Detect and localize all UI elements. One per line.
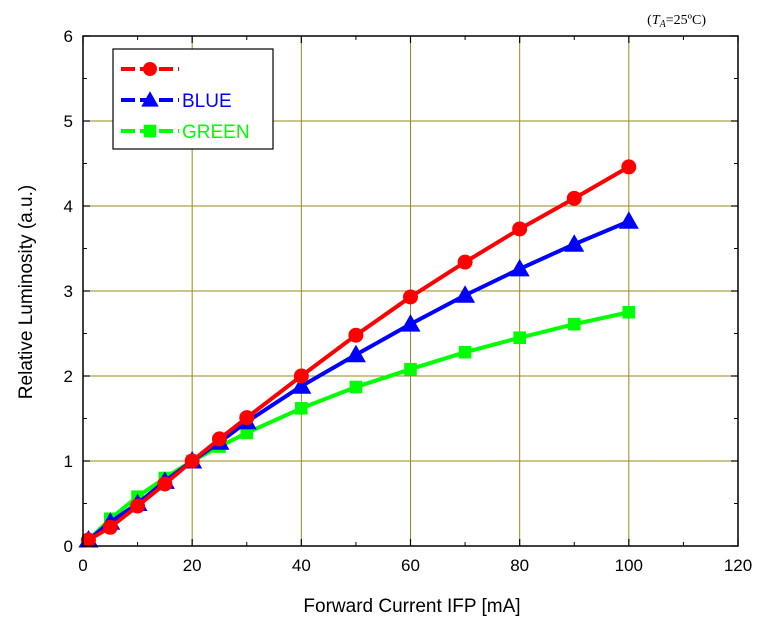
series-layer xyxy=(78,159,639,548)
x-tick-label: 120 xyxy=(724,556,752,575)
data-point xyxy=(349,380,363,394)
series-line xyxy=(87,310,630,542)
y-tick-label: 4 xyxy=(64,197,73,216)
legend-entry: BLUE xyxy=(121,91,232,112)
legend-box xyxy=(112,48,274,150)
condition-prefix: ( xyxy=(647,13,652,28)
series-circle xyxy=(80,159,637,548)
y-tick-label: 1 xyxy=(64,452,73,471)
condition-subscript: A xyxy=(659,19,667,30)
legend-label: GREEN xyxy=(182,122,250,143)
data-point xyxy=(622,305,636,319)
data-point xyxy=(184,453,200,469)
y-tick-label: 0 xyxy=(64,537,73,556)
condition-symbol: T xyxy=(652,13,661,28)
data-point xyxy=(455,285,476,303)
data-point xyxy=(509,258,530,277)
data-point xyxy=(130,498,146,514)
x-tick-label: 40 xyxy=(292,556,311,575)
data-point xyxy=(240,426,254,440)
chart-legend: BLUE GREEN xyxy=(112,48,274,150)
legend-marker xyxy=(143,62,157,76)
data-point xyxy=(457,254,473,270)
legend-marker xyxy=(143,124,157,138)
legend-entry: GREEN xyxy=(121,122,250,143)
data-point xyxy=(513,331,526,345)
data-point xyxy=(295,402,308,415)
x-axis-title: Forward Current IFP [mA] xyxy=(303,596,520,617)
legend-label: BLUE xyxy=(182,91,232,112)
y-tick-label: 2 xyxy=(64,367,73,386)
data-point xyxy=(211,431,227,447)
data-point xyxy=(404,362,417,376)
data-point xyxy=(157,476,173,492)
tick-layer: 0 20 40 60 80 100 120 0 1 2 3 4 5 6 xyxy=(64,27,753,575)
legend-entry xyxy=(121,62,179,76)
data-point xyxy=(564,234,585,252)
y-axis-title: Relative Luminosity (a.u.) xyxy=(16,185,37,399)
x-tick-label: 80 xyxy=(510,556,529,575)
legend-marker xyxy=(141,91,159,107)
data-point xyxy=(291,376,312,394)
data-point xyxy=(348,327,364,343)
data-point xyxy=(102,519,118,535)
temperature-condition: (TA=25ºC) xyxy=(647,13,706,30)
data-point xyxy=(80,532,96,548)
series-line xyxy=(87,219,630,542)
data-point xyxy=(345,344,366,363)
data-point xyxy=(403,289,418,305)
data-point xyxy=(512,221,528,237)
data-point xyxy=(293,368,309,384)
y-tick-label: 5 xyxy=(64,112,73,131)
data-point xyxy=(239,410,255,426)
x-tick-label: 60 xyxy=(401,556,420,575)
data-point xyxy=(567,317,581,331)
x-tick-label: 0 xyxy=(78,556,87,575)
data-point xyxy=(400,314,421,332)
data-point xyxy=(618,211,639,229)
series-triangle xyxy=(78,211,639,548)
condition-rest: =25ºC) xyxy=(666,13,707,28)
data-point xyxy=(621,159,637,175)
y-tick-label: 3 xyxy=(64,282,73,301)
x-tick-label: 100 xyxy=(615,556,643,575)
x-tick-label: 20 xyxy=(183,556,202,575)
y-tick-label: 6 xyxy=(64,27,73,46)
data-point xyxy=(458,345,472,359)
data-point xyxy=(566,190,582,206)
